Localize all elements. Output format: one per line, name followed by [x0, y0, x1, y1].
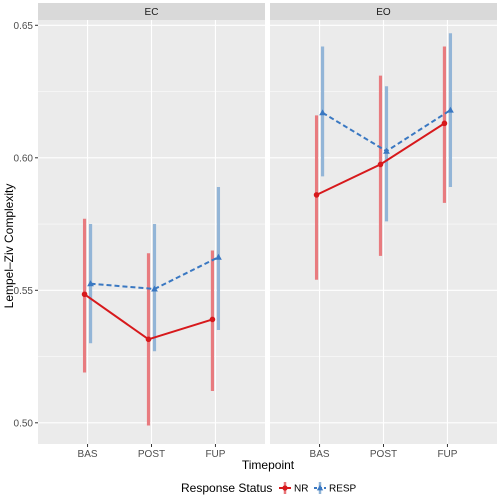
- data-point-resp: [87, 280, 94, 287]
- data-point-resp: [383, 147, 390, 154]
- data-point-nr: [145, 336, 152, 343]
- legend-label-nr: NR: [294, 484, 308, 495]
- x-tick-label: POST: [370, 449, 397, 460]
- plot-layer: 0.50 0.55 0.60 0.65 EC BAS POST FUP EO BAS POST FUP: [14, 3, 497, 460]
- data-point-nr: [313, 192, 320, 198]
- data-point-nr: [81, 291, 88, 298]
- data-point-resp: [319, 109, 326, 116]
- data-point-nr: [441, 120, 448, 127]
- x-tick-label: BAS: [78, 449, 98, 460]
- legend-label-resp: RESP: [329, 484, 357, 495]
- y-tick-label: 0.50: [14, 418, 34, 429]
- legend-key-nr-marker: [282, 485, 288, 491]
- x-tick-label: BAS: [310, 449, 330, 460]
- data-point-resp: [215, 253, 222, 260]
- x-axis-title: Timepoint: [242, 458, 295, 472]
- x-tick-label: FUP: [437, 449, 457, 460]
- facet-strip: [270, 3, 497, 20]
- y-tick-label: 0.65: [14, 21, 34, 32]
- data-point-resp: [151, 285, 158, 292]
- y-axis-title: Lempel–Ziv Complexity: [2, 184, 16, 309]
- y-tick-label: 0.55: [14, 286, 34, 297]
- legend-title: Response Status: [181, 481, 272, 495]
- data-point-nr: [377, 161, 384, 168]
- y-tick-label: 0.60: [14, 153, 34, 164]
- x-tick-label: POST: [138, 449, 165, 460]
- data-point-nr: [209, 316, 216, 323]
- legend: NR RESP: [279, 482, 357, 495]
- facet-strip: [38, 3, 265, 20]
- x-tick-label: FUP: [205, 449, 225, 460]
- facet-label: EC: [145, 7, 159, 18]
- legend-key-resp-marker: [316, 484, 324, 491]
- data-point-resp: [447, 106, 454, 113]
- facet-label: EO: [376, 7, 391, 18]
